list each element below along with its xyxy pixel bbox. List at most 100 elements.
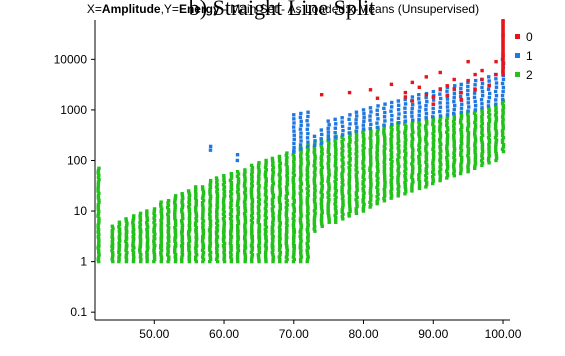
- data-point-series-2: [410, 141, 414, 146]
- data-point-series-2: [166, 214, 171, 219]
- data-point-series-2: [167, 255, 171, 259]
- data-point-series-2: [208, 183, 212, 187]
- data-point-series-2: [459, 127, 463, 132]
- data-point-series-2: [425, 142, 429, 146]
- data-point-series-2: [312, 175, 317, 179]
- data-point-series-2: [250, 225, 254, 229]
- data-point-series-2: [319, 163, 324, 167]
- data-point-series-2: [445, 151, 449, 155]
- x-tick-label: 80.00: [349, 327, 379, 341]
- data-point-series-2: [431, 154, 436, 159]
- data-point-series-2: [348, 209, 352, 214]
- data-point-series-2: [361, 182, 365, 186]
- data-point-series-2: [480, 149, 485, 154]
- data-point-series-2: [271, 165, 276, 170]
- data-point-series-2: [138, 235, 143, 240]
- data-point-series-2: [355, 150, 359, 154]
- data-point-series-2: [376, 181, 380, 185]
- data-point-series-2: [236, 183, 240, 187]
- data-point-series-2: [180, 210, 184, 214]
- data-point-series-2: [236, 229, 240, 233]
- data-point-series-2: [466, 151, 471, 156]
- data-point-series-2: [201, 194, 205, 198]
- data-point-series-2: [96, 259, 101, 264]
- data-point-series-2: [243, 244, 247, 249]
- data-point-series-2: [97, 218, 101, 223]
- data-point-series-2: [271, 214, 275, 218]
- data-point-series-2: [257, 190, 261, 195]
- data-point-series-2: [96, 255, 101, 259]
- legend-swatch-1: [515, 53, 520, 58]
- data-point-series-1: [500, 93, 505, 98]
- data-point-series-2: [494, 138, 499, 142]
- data-point-series-1: [361, 108, 366, 112]
- data-point-series-2: [347, 184, 352, 188]
- data-point-series-2: [376, 167, 380, 171]
- data-point-series-2: [264, 257, 268, 262]
- data-point-series-1: [500, 81, 505, 86]
- data-point-series-2: [173, 255, 177, 259]
- data-point-series-2: [201, 189, 206, 194]
- data-point-series-2: [117, 222, 122, 227]
- data-point-series-2: [208, 208, 212, 212]
- data-point-series-2: [473, 150, 477, 154]
- data-point-series-2: [452, 115, 457, 119]
- data-point-series-2: [382, 149, 386, 153]
- data-point-series-2: [494, 142, 498, 147]
- data-point-series-1: [473, 108, 478, 112]
- data-point-series-2: [264, 225, 269, 229]
- data-point-series-2: [376, 197, 380, 201]
- data-point-series-2: [242, 191, 247, 195]
- data-point-series-2: [466, 131, 471, 135]
- data-point-series-1: [355, 125, 359, 130]
- data-point-series-1: [452, 99, 456, 104]
- data-point-series-2: [459, 144, 463, 148]
- data-point-series-2: [125, 223, 129, 228]
- data-point-series-2: [375, 146, 379, 150]
- data-point-series-2: [250, 200, 255, 204]
- data-point-series-2: [466, 165, 470, 169]
- data-point-series-2: [389, 139, 393, 143]
- data-point-series-2: [319, 154, 324, 158]
- data-point-series-2: [277, 198, 282, 202]
- data-point-series-2: [355, 184, 359, 188]
- data-point-series-2: [271, 229, 275, 233]
- data-point-series-2: [96, 184, 100, 189]
- data-point-series-2: [299, 157, 303, 161]
- y-tick-label: 1000: [60, 103, 87, 117]
- data-point-series-1: [445, 113, 450, 117]
- data-point-series-2: [214, 239, 219, 243]
- data-point-series-2: [173, 253, 178, 257]
- data-point-series-2: [194, 201, 198, 205]
- data-point-series-2: [110, 242, 115, 246]
- data-point-series-2: [354, 211, 359, 216]
- data-point-series-2: [263, 172, 268, 176]
- data-point-series-2: [124, 253, 129, 257]
- data-point-series-2: [305, 152, 309, 157]
- data-point-series-1: [424, 116, 428, 120]
- data-point-series-2: [235, 174, 240, 178]
- data-point-series-2: [250, 232, 254, 236]
- data-point-series-1: [208, 144, 213, 149]
- data-point-series-2: [215, 241, 219, 246]
- data-point-series-2: [354, 197, 358, 202]
- data-point-series-2: [249, 218, 254, 223]
- data-point-series-2: [438, 135, 443, 140]
- data-point-series-2: [376, 137, 380, 141]
- data-point-series-1: [445, 89, 449, 93]
- data-point-series-2: [131, 241, 135, 246]
- data-point-series-2: [278, 223, 282, 227]
- data-point-series-2: [264, 179, 268, 183]
- data-point-series-2: [270, 241, 275, 245]
- data-point-series-2: [389, 162, 393, 166]
- data-point-series-2: [166, 199, 171, 203]
- data-point-series-2: [348, 158, 352, 163]
- data-point-series-2: [236, 205, 240, 210]
- data-point-series-2: [355, 170, 359, 174]
- data-point-series-2: [333, 159, 338, 163]
- data-point-series-2: [250, 239, 255, 243]
- data-point-series-2: [333, 164, 337, 168]
- data-point-series-2: [124, 259, 129, 264]
- data-point-series-2: [187, 235, 191, 240]
- data-point-series-2: [159, 218, 163, 223]
